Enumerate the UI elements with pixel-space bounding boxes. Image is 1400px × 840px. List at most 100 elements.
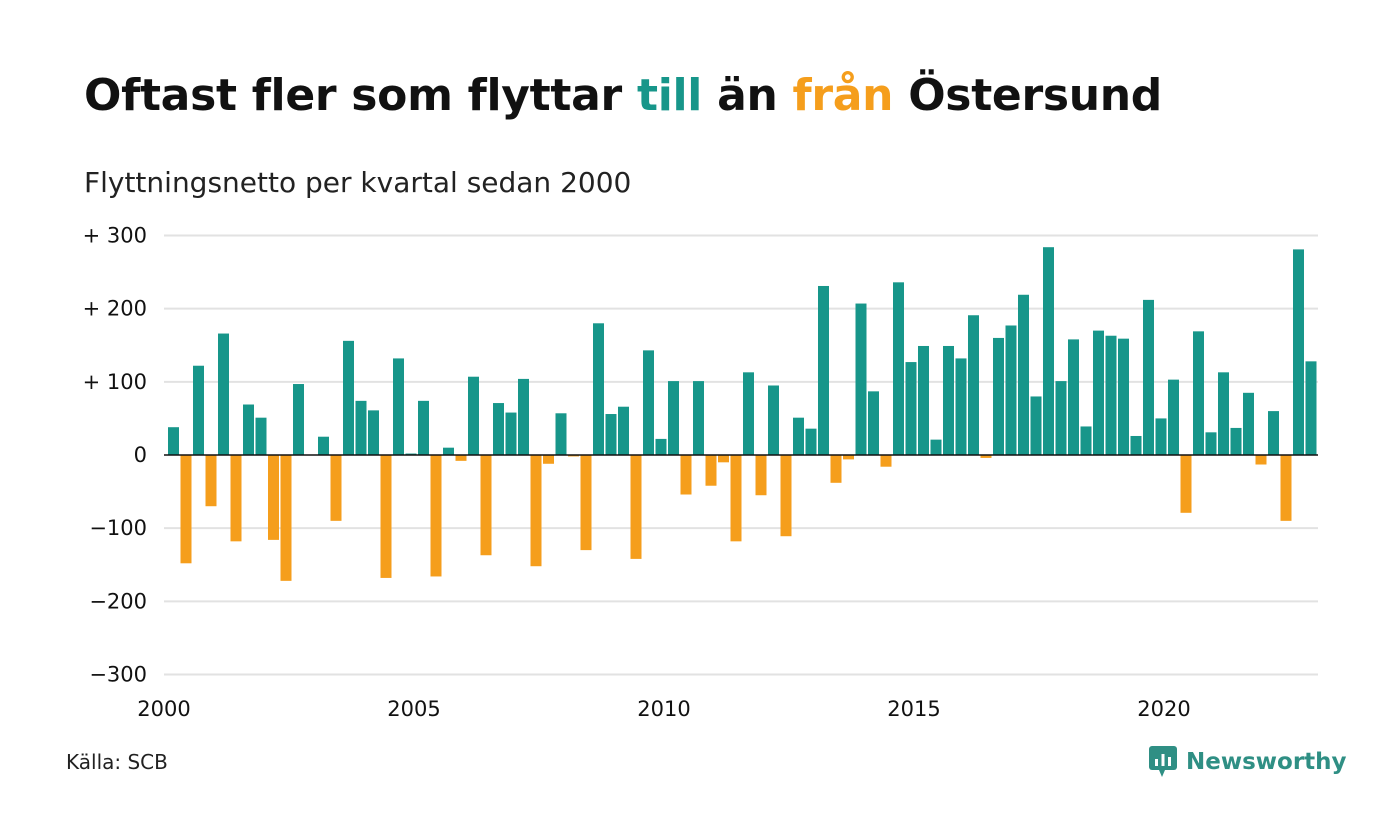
bar-positive [1043, 247, 1054, 455]
bar-positive [1093, 330, 1104, 455]
bar-positive [218, 333, 229, 455]
bar-negative [780, 455, 792, 537]
y-tick-label: 0 [134, 443, 147, 467]
y-tick-label: −100 [89, 516, 147, 540]
source-label: Källa: SCB [66, 750, 168, 774]
bar-negative [530, 455, 542, 567]
bar-positive [768, 385, 779, 455]
bar-positive [968, 315, 979, 455]
bar-positive [1243, 392, 1254, 455]
bar-positive [618, 406, 629, 455]
bar-positive [1018, 294, 1029, 455]
axes: + 300 + 200 + 100 0 −100 −200 −300 2000 2005 2010… [83, 223, 1318, 721]
y-tick-label: + 200 [83, 297, 147, 321]
newsworthy-logo-icon [1149, 746, 1177, 777]
bar-negative [1180, 455, 1192, 513]
bar-positive [168, 427, 179, 455]
chart-subtitle: Flyttningsnetto per kvartal sedan 2000 [84, 166, 632, 199]
x-tick-label: 2010 [637, 697, 690, 721]
bar-positive [605, 414, 617, 455]
x-tick-label: 2015 [887, 697, 940, 721]
bar-negative [580, 455, 592, 551]
bar-positive [805, 428, 817, 455]
bar-positive [993, 337, 1004, 455]
bar-positive [893, 282, 904, 455]
bar-positive [1118, 338, 1129, 455]
title-word-to: till [636, 70, 703, 121]
bar-negative [380, 455, 392, 578]
bar-positive [1030, 396, 1042, 455]
bar-positive [1105, 335, 1117, 455]
bar-positive [555, 413, 567, 455]
bar-positive [355, 400, 367, 455]
bar-positive [468, 376, 479, 455]
bar-negative [1255, 455, 1267, 465]
bar-positive [905, 362, 917, 455]
bar-negative [755, 455, 767, 496]
bar-positive [518, 378, 529, 455]
bar-positive [1205, 432, 1217, 455]
y-tick-label: + 100 [83, 370, 147, 394]
bar-chart: + 300 + 200 + 100 0 −100 −200 −300 2000 2005 2010… [83, 223, 1318, 721]
bar-positive [318, 436, 329, 455]
bar-negative [705, 455, 717, 486]
bar-positive [1268, 411, 1279, 455]
bar-negative [718, 455, 729, 463]
bar-positive [1193, 331, 1204, 455]
bar-negative [280, 455, 292, 581]
bar-positive [393, 358, 404, 455]
bar-negative [980, 455, 992, 458]
bar-positive [443, 447, 454, 455]
bar-positive [1218, 372, 1229, 455]
bar-positive [1080, 426, 1092, 455]
bars [168, 247, 1317, 581]
y-tick-label: −200 [89, 589, 147, 613]
bar-negative [180, 455, 192, 564]
title-part-3: Östersund [893, 70, 1163, 121]
bar-negative [330, 455, 342, 521]
bar-positive [1168, 379, 1179, 455]
bar-positive [593, 323, 604, 455]
bar-negative [880, 455, 892, 467]
bar-positive [418, 400, 429, 455]
y-tick-label: −300 [89, 663, 147, 687]
bar-negative [230, 455, 242, 542]
bar-positive [743, 372, 754, 455]
bar-positive [918, 345, 929, 455]
bar-positive [193, 365, 204, 455]
bar-positive [668, 381, 679, 455]
bar-negative [543, 455, 554, 464]
bar-positive [255, 417, 267, 455]
bar-positive [955, 358, 967, 455]
brand-name: Newsworthy [1186, 749, 1347, 775]
bar-positive [1293, 249, 1304, 455]
bar-negative [205, 455, 217, 507]
x-tick-label: 2000 [137, 697, 190, 721]
bar-positive [1305, 361, 1317, 455]
bar-positive [343, 340, 354, 455]
brand-logo: Newsworthy [1148, 744, 1347, 780]
bar-positive [1130, 435, 1142, 455]
bar-positive [643, 350, 654, 455]
bar-positive [1068, 339, 1079, 455]
bar-negative [730, 455, 742, 542]
bar-positive [243, 404, 254, 455]
bar-negative [680, 455, 692, 495]
bar-negative [480, 455, 492, 556]
title-word-from: från [792, 70, 894, 121]
bar-positive [655, 438, 667, 455]
y-tick-label: + 300 [83, 223, 147, 247]
bar-positive [1143, 299, 1154, 455]
bar-positive [943, 345, 954, 455]
bar-positive [1055, 381, 1067, 455]
bar-positive [1155, 418, 1167, 456]
bar-positive [793, 417, 804, 455]
bar-negative [455, 455, 467, 461]
bar-negative [430, 455, 442, 577]
bar-positive [930, 439, 942, 455]
bar-positive [493, 403, 504, 455]
bar-positive [868, 391, 879, 455]
bar-positive [1230, 427, 1242, 455]
chart-title: Oftast fler som flyttar till än från Öst… [84, 70, 1162, 121]
bar-positive [855, 303, 867, 455]
